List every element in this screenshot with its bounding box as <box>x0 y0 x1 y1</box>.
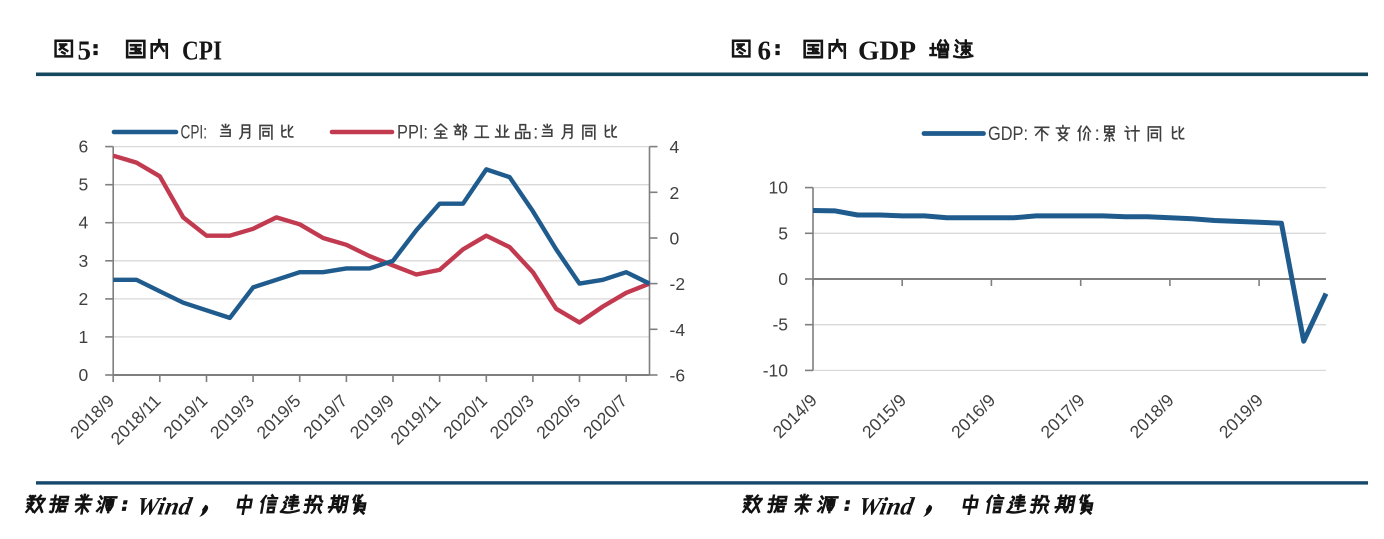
svg-text:2: 2 <box>78 289 88 309</box>
svg-text:1: 1 <box>78 327 88 347</box>
svg-text:6: 6 <box>78 137 88 157</box>
svg-text:0: 0 <box>78 365 88 385</box>
svg-text:-2: -2 <box>670 274 686 294</box>
svg-text:10: 10 <box>769 178 789 198</box>
svg-text:CPI:: CPI: <box>181 122 208 144</box>
svg-text:Wind: Wind <box>134 494 194 521</box>
svg-text:5: 5 <box>778 223 788 243</box>
svg-text:4: 4 <box>78 213 88 233</box>
svg-text::: : <box>533 122 538 144</box>
svg-text:Wind: Wind <box>856 494 916 521</box>
svg-text:CPI: CPI <box>182 36 222 66</box>
svg-text:2: 2 <box>670 183 680 203</box>
svg-text:0: 0 <box>670 229 680 249</box>
svg-text:GDP: GDP <box>858 36 916 66</box>
svg-text:3: 3 <box>78 251 88 271</box>
svg-text:-4: -4 <box>670 320 686 340</box>
svg-text:5: 5 <box>78 36 92 66</box>
svg-text:4: 4 <box>670 137 680 157</box>
svg-text:5: 5 <box>78 175 88 195</box>
svg-text::: : <box>1095 123 1100 145</box>
svg-text:0: 0 <box>778 269 788 289</box>
svg-text:-5: -5 <box>772 315 788 335</box>
svg-text:PPI:: PPI: <box>397 122 428 144</box>
svg-text:GDP:: GDP: <box>988 123 1028 145</box>
svg-text:-10: -10 <box>763 360 789 380</box>
svg-text:-6: -6 <box>670 366 686 386</box>
svg-text:6: 6 <box>758 36 772 66</box>
